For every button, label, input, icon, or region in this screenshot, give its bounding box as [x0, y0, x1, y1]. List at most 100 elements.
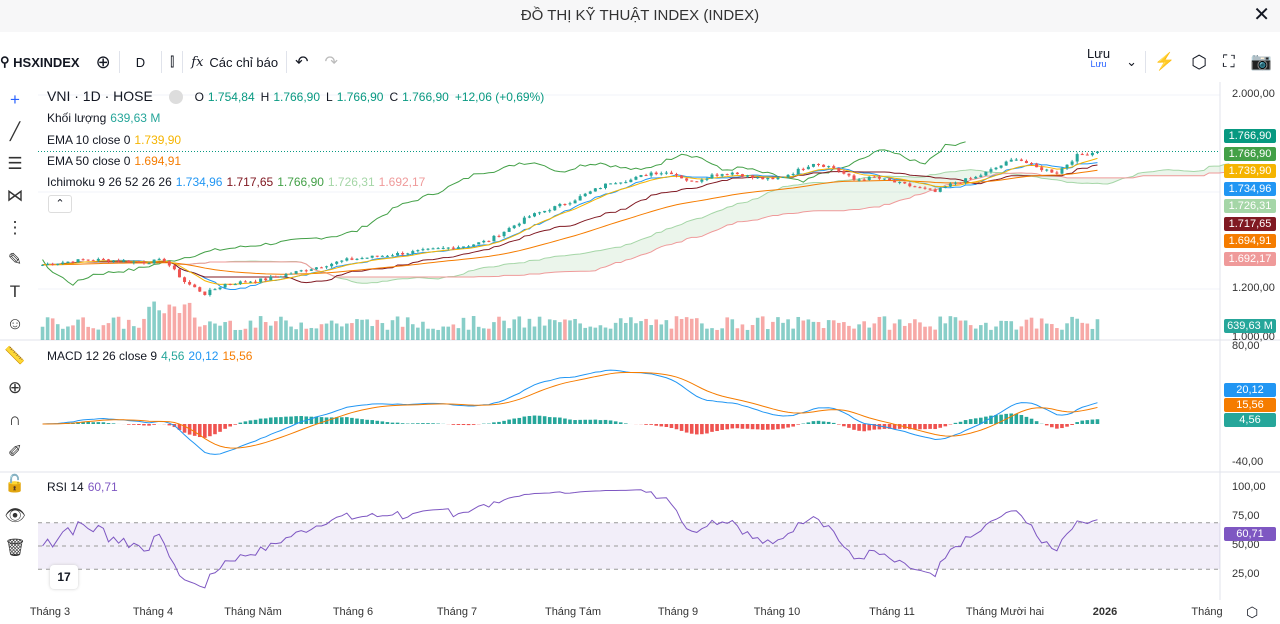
volume-bar	[187, 302, 192, 340]
rsi-axis-tick: 75,00	[1232, 510, 1260, 522]
volume-bar	[583, 327, 588, 340]
quick-search-icon[interactable]: ⚡	[1154, 52, 1176, 71]
macd-histogram-bar	[852, 424, 856, 430]
ema10-line	[42, 157, 1098, 285]
indicators-button[interactable]: fx Các chỉ báo	[183, 48, 286, 76]
magnet-icon[interactable]: ∩	[8, 410, 22, 429]
macd-histogram-bar	[791, 424, 795, 427]
fib-icon[interactable]: ☰	[7, 154, 23, 173]
candle	[538, 212, 542, 214]
candle	[142, 262, 146, 264]
close-icon[interactable]: ✕	[1253, 4, 1270, 26]
macd-histogram-bar	[1009, 413, 1014, 424]
crosshair-icon[interactable]: +	[10, 90, 20, 109]
zoom-in-icon[interactable]: ⊕	[7, 378, 23, 397]
candle	[274, 276, 278, 278]
time-axis-tick: Tháng 6	[332, 606, 374, 618]
volume-bar	[618, 318, 623, 340]
macd-histogram-bar	[147, 424, 151, 426]
volume-bar	[441, 326, 446, 340]
macd-histogram-bar	[1044, 424, 1049, 426]
candle	[360, 258, 364, 260]
macd-histogram-bar	[1014, 413, 1019, 424]
candle	[832, 166, 836, 168]
candle	[1009, 159, 1013, 162]
time-axis-settings-icon[interactable]: ⬡	[1246, 604, 1259, 620]
lock-icon[interactable]: 🔓	[4, 474, 26, 493]
volume-bar	[806, 319, 811, 340]
volume-bar	[568, 320, 572, 340]
symbol-search[interactable]: ⚲ HSXINDEX	[0, 48, 88, 76]
volume-bar	[837, 322, 841, 340]
candle	[680, 175, 684, 179]
trend-line-icon[interactable]: ╱	[9, 122, 21, 141]
candle	[137, 261, 141, 263]
h-label: H	[260, 90, 270, 104]
candle	[593, 188, 597, 192]
compare-plus-icon[interactable]: ⊕	[95, 51, 111, 72]
price-label: 1.694,91	[1224, 234, 1276, 248]
volume-bar	[547, 319, 552, 340]
ruler-icon[interactable]: 📏	[4, 346, 26, 365]
volume-bar	[1024, 319, 1029, 340]
save-button[interactable]: Lưu Lưu	[1079, 47, 1118, 76]
pattern-icon[interactable]: ⋈	[6, 186, 24, 205]
volume-bar	[208, 321, 212, 340]
candle	[675, 174, 679, 176]
macd-axis-tick: -40,00	[1232, 455, 1264, 468]
undo-icon[interactable]: ↶	[295, 54, 309, 71]
candle	[761, 177, 765, 180]
lock-drawing-icon[interactable]: ✐	[7, 442, 23, 461]
volume-bar	[101, 325, 106, 340]
emoji-icon[interactable]: ☺	[6, 314, 24, 333]
macd-histogram-bar	[243, 421, 248, 424]
candle-type-icon[interactable]: ⫿	[170, 54, 175, 69]
macd-histogram-bar	[730, 424, 735, 429]
macd-histogram-bar	[385, 422, 390, 424]
volume-bar	[71, 325, 75, 340]
volume-bar	[466, 329, 471, 340]
macd-histogram-bar	[578, 419, 582, 424]
camera-icon[interactable]: 📷	[1250, 52, 1272, 71]
volume-bar	[816, 322, 821, 340]
interval-button[interactable]: D	[135, 54, 146, 70]
redo-icon[interactable]: ↷	[324, 54, 338, 71]
volume-bar	[1095, 319, 1100, 340]
volume-bar	[918, 322, 922, 340]
brush-icon[interactable]: ✎	[7, 250, 23, 269]
macd-histogram-bar	[558, 417, 562, 424]
ema50-value: 1.694,91	[134, 154, 182, 168]
candle	[112, 260, 116, 262]
volume-bar	[872, 323, 877, 340]
high-value: 1.766,90	[273, 90, 321, 104]
candle	[751, 175, 755, 178]
macd-histogram-bar	[192, 424, 197, 436]
volume-bar	[892, 323, 897, 340]
ichimoku-cloud	[174, 163, 1230, 284]
volume-bar	[563, 319, 567, 340]
trash-icon[interactable]: 🗑	[4, 538, 26, 557]
collapse-icon[interactable]	[168, 90, 183, 105]
volume-bar	[1044, 323, 1049, 340]
candle	[461, 246, 465, 248]
fullscreen-icon[interactable]: ⛶	[1222, 52, 1235, 71]
candle	[441, 247, 445, 249]
forecast-icon[interactable]: ⋮	[6, 218, 24, 237]
eye-icon[interactable]: 👁	[4, 506, 26, 525]
macd-histogram-bar	[309, 416, 314, 424]
tradingview-logo[interactable]: 17	[50, 565, 78, 589]
candle	[999, 165, 1003, 168]
candle	[837, 167, 841, 172]
volume-bar	[923, 326, 927, 340]
volume-bar	[339, 326, 344, 340]
volume-bar	[902, 325, 907, 340]
chevron-down-icon[interactable]: ⌄	[1126, 54, 1138, 69]
volume-bar	[522, 327, 527, 340]
settings-icon[interactable]: ⬡	[1191, 51, 1207, 72]
volume-name: Khối lượng	[47, 111, 107, 125]
candle	[238, 281, 242, 285]
text-icon[interactable]: T	[9, 282, 21, 301]
legend-collapse-button[interactable]: ⌃	[48, 195, 72, 213]
candle	[127, 260, 131, 263]
